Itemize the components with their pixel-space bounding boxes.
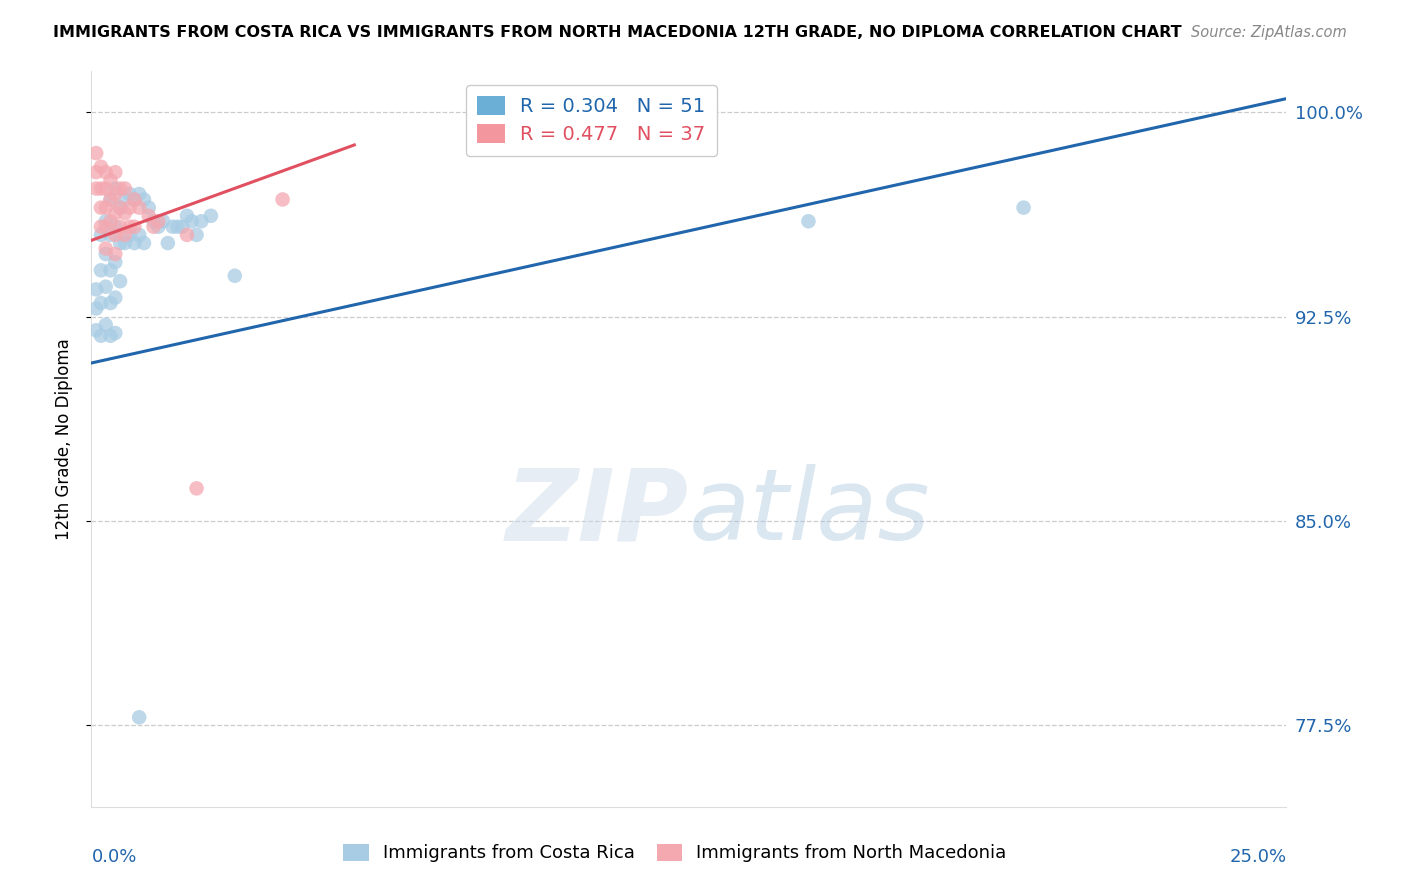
Point xyxy=(84,301,107,316)
Text: ZIP: ZIP xyxy=(506,465,689,561)
Point xyxy=(100,296,122,310)
Point xyxy=(90,296,112,310)
Point xyxy=(94,279,117,293)
Point xyxy=(124,235,146,250)
Point xyxy=(84,165,107,179)
Point xyxy=(128,710,150,724)
Point xyxy=(138,201,160,215)
Point xyxy=(84,146,107,161)
Y-axis label: 12th Grade, No Diploma: 12th Grade, No Diploma xyxy=(55,338,73,541)
Point xyxy=(128,187,150,202)
Point xyxy=(94,181,117,195)
Point xyxy=(148,219,170,234)
Point xyxy=(124,193,146,207)
Point xyxy=(100,227,122,242)
Point xyxy=(114,181,136,195)
Text: 0.0%: 0.0% xyxy=(91,847,136,866)
Point xyxy=(90,219,112,234)
Point xyxy=(118,201,141,215)
Point xyxy=(90,328,112,343)
Point xyxy=(172,219,194,234)
Point xyxy=(114,227,136,242)
Point xyxy=(84,181,107,195)
Point xyxy=(118,219,141,234)
Point xyxy=(132,235,155,250)
Point xyxy=(90,201,112,215)
Point xyxy=(84,282,107,296)
Point xyxy=(114,235,136,250)
Point xyxy=(108,201,131,215)
Point xyxy=(94,219,117,234)
Point xyxy=(94,247,117,261)
Point xyxy=(100,173,122,187)
Point xyxy=(104,181,127,195)
Point xyxy=(94,201,117,215)
Point xyxy=(180,214,202,228)
Point xyxy=(108,235,131,250)
Point xyxy=(108,219,131,234)
Point xyxy=(104,326,127,340)
Point xyxy=(162,219,184,234)
Point xyxy=(166,219,188,234)
Point xyxy=(138,209,160,223)
Point xyxy=(148,214,170,228)
Point xyxy=(128,201,150,215)
Point xyxy=(128,227,150,242)
Point xyxy=(100,193,122,207)
Point xyxy=(142,214,165,228)
Point xyxy=(90,181,112,195)
Point xyxy=(100,263,122,277)
Point xyxy=(124,193,146,207)
Point xyxy=(94,165,117,179)
Point xyxy=(90,227,112,242)
Point xyxy=(1012,201,1035,215)
Point xyxy=(104,291,127,305)
Point xyxy=(224,268,246,283)
Point xyxy=(132,193,155,207)
Point xyxy=(118,227,141,242)
Text: IMMIGRANTS FROM COSTA RICA VS IMMIGRANTS FROM NORTH MACEDONIA 12TH GRADE, NO DIP: IMMIGRANTS FROM COSTA RICA VS IMMIGRANTS… xyxy=(53,25,1182,40)
Point xyxy=(200,209,222,223)
Point xyxy=(84,323,107,337)
Legend: Immigrants from Costa Rica, Immigrants from North Macedonia: Immigrants from Costa Rica, Immigrants f… xyxy=(336,837,1014,870)
Point xyxy=(124,219,146,234)
Point xyxy=(100,328,122,343)
Text: Source: ZipAtlas.com: Source: ZipAtlas.com xyxy=(1191,25,1347,40)
Point xyxy=(108,274,131,288)
Text: 25.0%: 25.0% xyxy=(1229,847,1286,866)
Point xyxy=(118,187,141,202)
Point xyxy=(108,201,131,215)
Point xyxy=(104,219,127,234)
Point xyxy=(271,193,294,207)
Point xyxy=(114,206,136,220)
Point xyxy=(114,193,136,207)
Point xyxy=(90,263,112,277)
Point xyxy=(94,214,117,228)
Point xyxy=(186,227,208,242)
Point xyxy=(104,187,127,202)
Point xyxy=(108,181,131,195)
Point xyxy=(186,482,208,496)
Point xyxy=(104,206,127,220)
Point xyxy=(94,242,117,256)
Point xyxy=(104,255,127,269)
Point xyxy=(94,318,117,332)
Point xyxy=(176,227,198,242)
Legend: R = 0.304   N = 51, R = 0.477   N = 37: R = 0.304 N = 51, R = 0.477 N = 37 xyxy=(465,85,717,156)
Text: atlas: atlas xyxy=(689,465,931,561)
Point xyxy=(104,227,127,242)
Point xyxy=(190,214,212,228)
Point xyxy=(156,235,179,250)
Point xyxy=(142,219,165,234)
Point xyxy=(104,247,127,261)
Point xyxy=(797,214,820,228)
Point xyxy=(152,214,174,228)
Point xyxy=(176,209,198,223)
Point xyxy=(90,160,112,174)
Point xyxy=(100,214,122,228)
Point xyxy=(104,165,127,179)
Point xyxy=(100,193,122,207)
